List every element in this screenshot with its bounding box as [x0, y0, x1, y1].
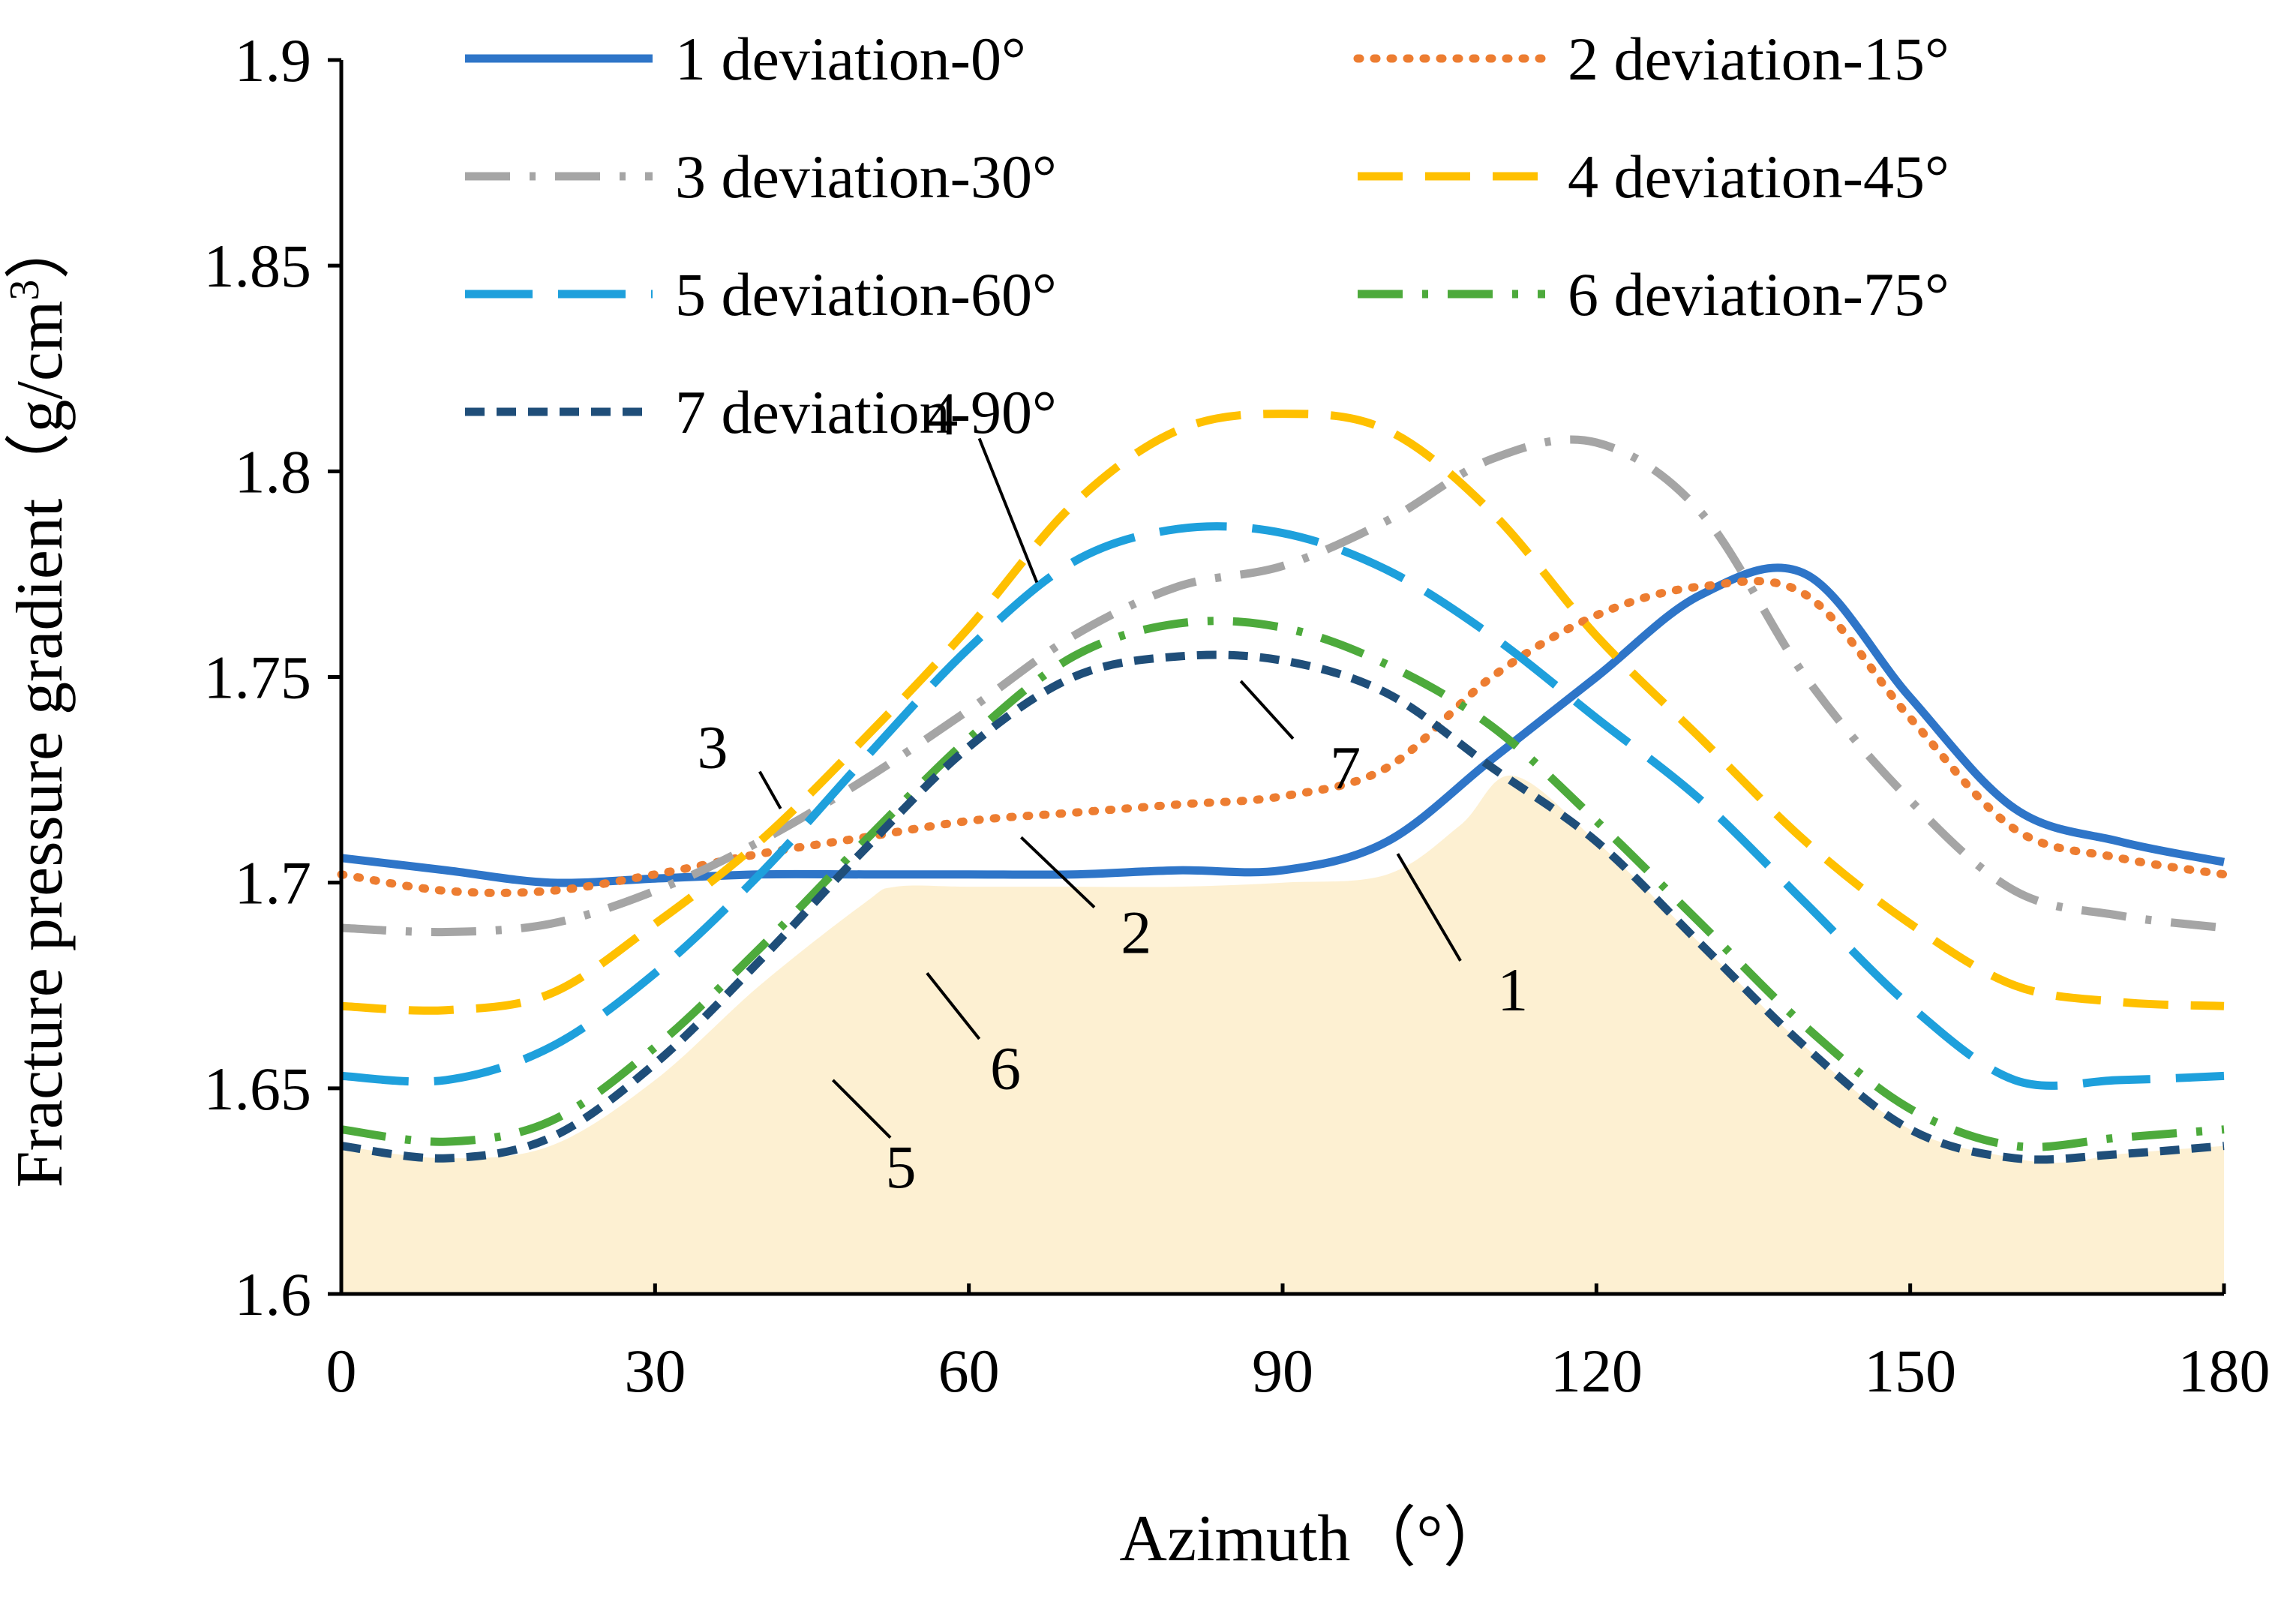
callout-label-3: 3 — [698, 713, 728, 782]
legend-label-2: 2 deviation-15° — [1568, 25, 1949, 93]
legend-label-5: 5 deviation-60° — [675, 260, 1057, 329]
series-line-6 — [341, 617, 2225, 1151]
x-tick-label: 90 — [1252, 1337, 1313, 1405]
y-axis-title: Fracture pressure gradient（g/cm3） — [2, 214, 77, 1188]
callout-label-1: 1 — [1497, 956, 1528, 1024]
y-tick-label: 1.8 — [235, 437, 312, 506]
y-axis-title-superscript: 3 — [2, 280, 48, 301]
x-tick-label: 30 — [624, 1337, 686, 1405]
y-tick-label: 1.75 — [204, 644, 312, 712]
legend-label-1: 1 deviation-0° — [675, 25, 1026, 93]
x-tick-label: 0 — [326, 1337, 357, 1405]
y-axis-title-main: Fracture pressure gradient（g/cm — [4, 301, 77, 1188]
y-tick-label: 1.7 — [235, 849, 312, 917]
axes-layer: 1.6 1.65 1.7 1.75 1.8 1.85 1.9 0 30 60 90 120 150 180 — [204, 26, 2270, 1405]
y-tick-label: 1.9 — [235, 26, 312, 95]
legend-label-3: 3 deviation-30° — [675, 143, 1057, 211]
callout-label-7: 7 — [1330, 734, 1361, 802]
y-tick-label: 1.85 — [204, 232, 312, 300]
x-tick-label: 150 — [1864, 1337, 1956, 1405]
callout-leader-7 — [1239, 680, 1295, 740]
series-layer — [337, 410, 2228, 1164]
y-tick-label: 1.6 — [235, 1260, 312, 1328]
x-axis-title: Azimuth（°） — [1119, 1502, 1508, 1575]
y-axis-title-close: ） — [4, 214, 77, 280]
callout-label-4: 4 — [927, 380, 958, 449]
callout-leader-4 — [977, 437, 1039, 584]
legend-label-7: 7 deviation-90° — [675, 378, 1057, 446]
callout-leader-2 — [1020, 836, 1096, 909]
callout-label-2: 2 — [1121, 898, 1151, 966]
x-tick-label: 60 — [938, 1337, 1000, 1405]
callout-leader-6 — [926, 972, 981, 1040]
callout-leader-3 — [758, 770, 782, 809]
legend-label-6: 6 deviation-75° — [1568, 260, 1949, 329]
legend-label-4: 4 deviation-45° — [1568, 143, 1949, 211]
safe-region-layer — [341, 775, 2224, 1294]
series-line-4 — [341, 410, 2225, 1015]
series-line-5 — [341, 522, 2225, 1090]
callout-label-6: 6 — [990, 1034, 1021, 1102]
series-line-2 — [337, 577, 2228, 897]
legend: 1 deviation-0° 2 deviation-15° 3 deviation… — [465, 25, 1949, 446]
series-line-1 — [341, 563, 2225, 887]
callout-leader-5 — [831, 1079, 892, 1139]
x-tick-label: 120 — [1550, 1337, 1643, 1405]
callout-leader-1 — [1396, 853, 1462, 962]
callout-layer: 4 3 2 7 1 6 5 — [698, 380, 1529, 1201]
y-tick-label: 1.65 — [204, 1055, 312, 1123]
safe-mud-window-region — [341, 775, 2224, 1294]
callout-label-5: 5 — [886, 1133, 917, 1201]
x-tick-label: 180 — [2178, 1337, 2270, 1405]
series-line-3 — [341, 435, 2225, 937]
series-line-7 — [341, 650, 2225, 1164]
